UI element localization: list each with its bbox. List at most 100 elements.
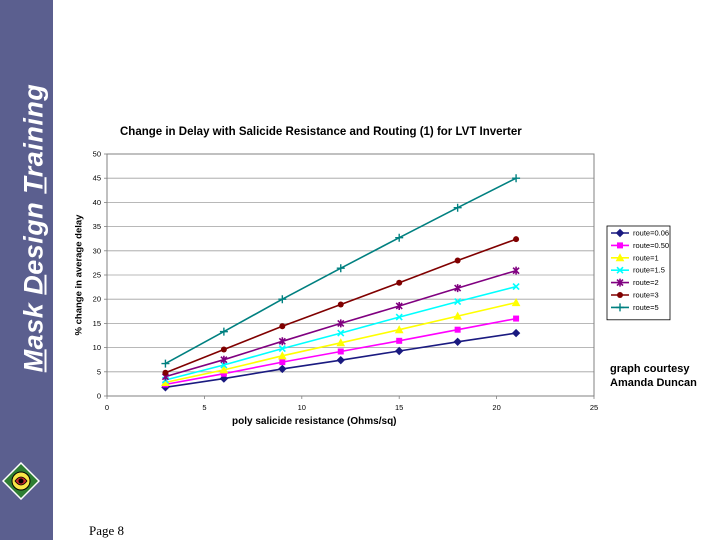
legend-marker [616,303,624,312]
legend-item: route=3 [611,291,659,300]
series-route=1.5 [161,283,520,384]
y-tick-label: 0 [97,392,101,401]
data-point [278,295,287,304]
data-point [394,346,404,356]
data-point [337,329,345,337]
x-tick-label: 20 [492,403,500,412]
y-tick-label: 10 [93,343,101,352]
legend-label: route=2 [633,278,659,287]
data-point [337,301,344,308]
data-point [277,351,287,360]
data-point [512,266,520,275]
legend-item: route=2 [611,278,659,287]
series-route=1 [161,298,521,386]
legend-label: route=0.06 [633,229,669,238]
legend-label: route=3 [633,291,659,300]
data-point [162,369,169,376]
data-point [220,346,227,353]
graph-credit-line1: graph courtesy [610,363,690,375]
data-point [396,337,403,344]
y-tick-labels: 0 5 10 15 20 25 30 35 40 45 50 [93,150,101,401]
data-point [512,174,521,183]
grid-lines [104,153,595,399]
legend-marker [616,266,624,274]
data-point [454,284,462,293]
data-point [513,236,520,243]
data-point [512,283,520,291]
data-point [337,348,344,355]
x-tick-label: 10 [298,403,306,412]
data-point [219,327,228,336]
data-point [279,323,286,330]
data-point [453,311,462,320]
legend-item: route=1.5 [611,266,665,275]
legend-marker [616,278,624,287]
series-route=5 [161,174,521,368]
data-point [336,355,345,365]
legend-marker [615,228,625,238]
data-point [395,233,404,242]
x-tick-labels: 0 5 10 15 20 25 [105,403,598,412]
series-route=3 [162,236,520,376]
y-tick-label: 15 [93,319,101,328]
data-point [395,301,403,310]
data-point [511,328,521,338]
data-point [453,337,462,346]
legend-item: route=0.06 [611,229,669,238]
data-point [511,298,521,307]
data-point [219,374,229,383]
legend-item: route=0.50 [611,241,669,250]
legend-label: route=0.50 [633,241,669,250]
data-point [279,359,286,366]
y-tick-label: 30 [93,246,101,255]
legend-label: route=1.5 [633,266,665,275]
y-tick-label: 20 [93,295,101,304]
data-point [219,365,229,374]
data-point [220,370,227,377]
legend-label: route=5 [633,303,659,312]
data-point [337,319,345,328]
data-point [396,279,403,286]
data-point [395,313,403,321]
x-tick-label: 25 [590,403,598,412]
x-tick-label: 5 [202,403,206,412]
data-point [278,337,286,346]
plot-area [106,153,595,397]
data-point [513,315,520,322]
sidebar: Mask Design Training [0,0,53,540]
legend-marker [617,242,623,249]
data-point [220,355,228,364]
company-logo-icon [2,462,40,500]
y-tick-label: 50 [93,150,101,159]
data-point [278,364,287,374]
data-point [394,325,404,334]
y-tick-label: 5 [97,367,101,376]
x-tick-label: 0 [105,403,109,412]
y-tick-label: 45 [93,174,101,183]
legend-label: route=1 [633,253,659,262]
x-axis-label: poly salicide resistance (Ohms/sq) [232,416,397,427]
legend-item: route=1 [611,253,659,262]
y-tick-label: 35 [93,222,101,231]
chart-title: Change in Delay with Salicide Resistance… [120,126,522,138]
data-point [454,298,462,306]
data-point [220,361,228,369]
y-tick-label: 25 [93,271,101,280]
graph-credit-line2: Amanda Duncan [610,377,697,389]
series-lines [161,174,521,392]
page-number: Page 8 [89,523,125,538]
y-tick-label: 40 [93,198,101,207]
data-point [161,359,170,368]
legend: route=0.06 route=0.50 route=1 route=1.5 rout… [606,225,671,321]
series-route=2 [161,266,520,381]
series-route=0.06 [161,328,521,392]
legend-marker [615,253,625,262]
data-point [278,345,286,353]
data-point [336,264,345,273]
x-tick-label: 15 [395,403,403,412]
data-point [453,203,462,212]
graph-credit: graph courtesy Amanda Duncan [610,362,697,390]
legend-item: route=5 [611,303,659,312]
data-point [454,257,461,264]
